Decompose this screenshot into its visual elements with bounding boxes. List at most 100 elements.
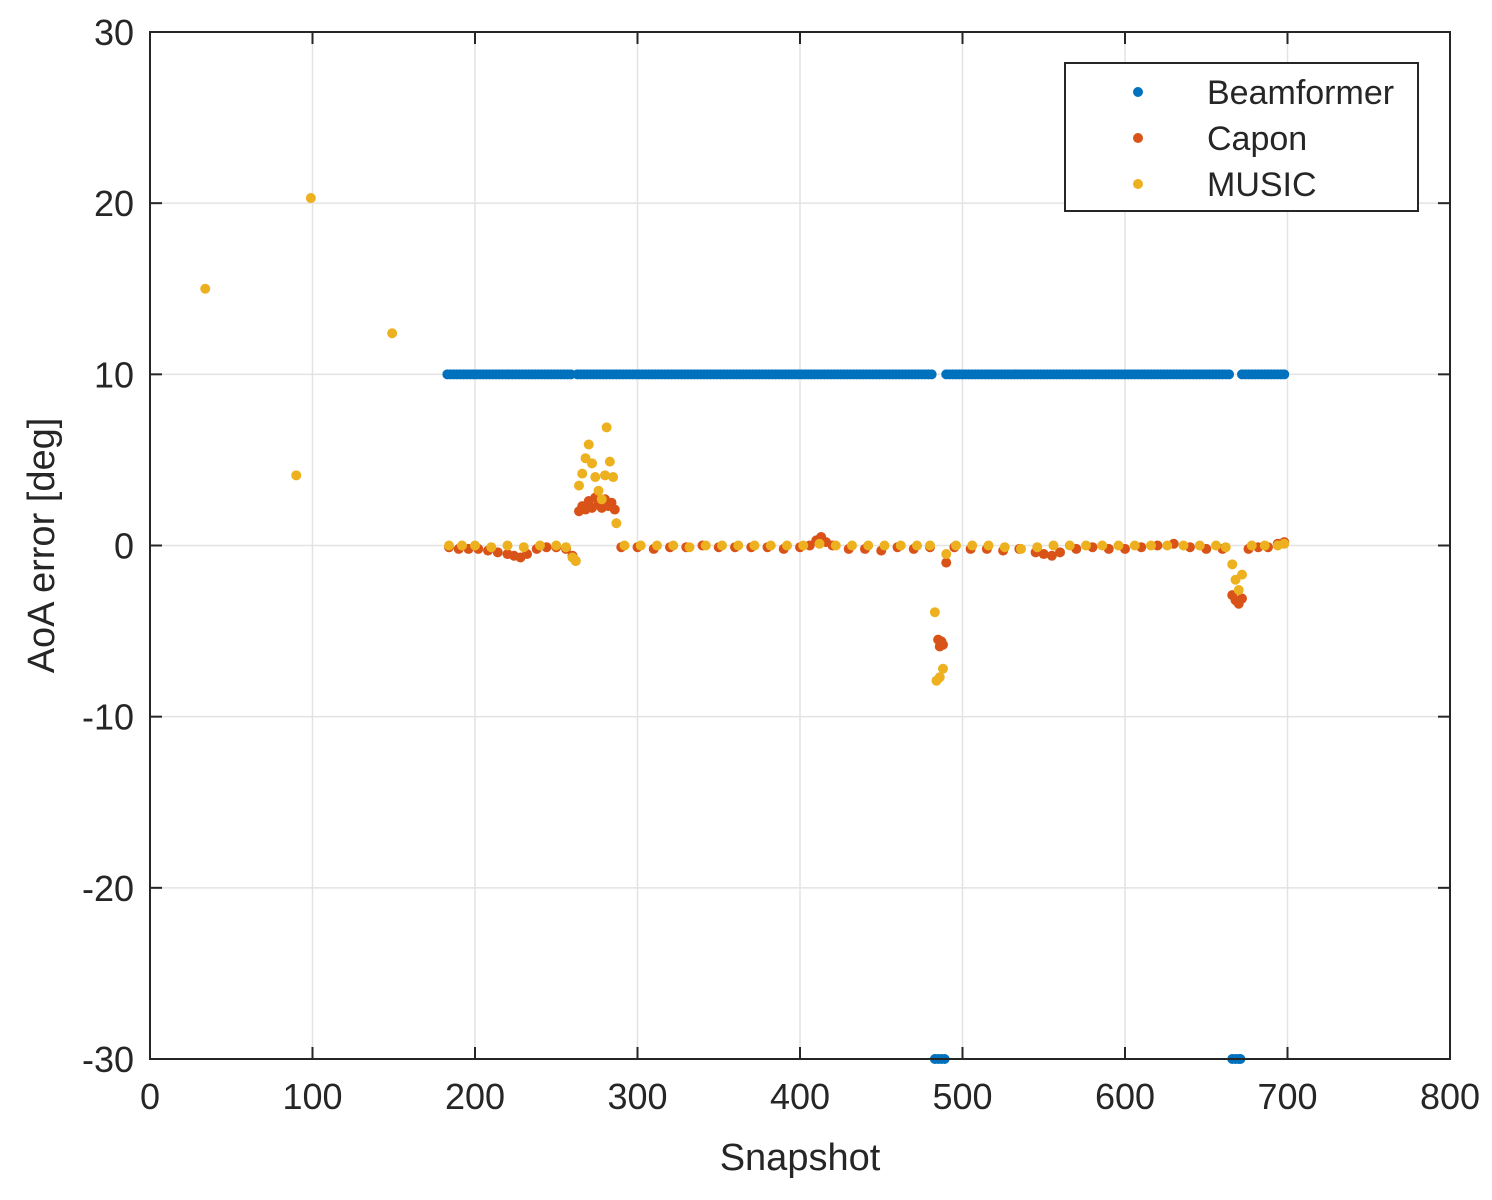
y-tick-label: 20 bbox=[94, 183, 134, 224]
data-point bbox=[1081, 540, 1091, 551]
x-axis-label: Snapshot bbox=[720, 1137, 881, 1179]
x-tick-label: 800 bbox=[1420, 1076, 1480, 1117]
data-point bbox=[1146, 540, 1156, 551]
data-point bbox=[518, 542, 529, 553]
series-music bbox=[200, 193, 1290, 686]
data-point bbox=[593, 485, 604, 496]
data-point bbox=[1237, 593, 1247, 604]
data-point bbox=[684, 542, 695, 553]
x-tick-label: 500 bbox=[932, 1076, 992, 1117]
y-tick-label: 0 bbox=[114, 526, 134, 567]
data-point bbox=[574, 480, 584, 491]
y-axis-label: AoA error [deg] bbox=[21, 418, 63, 674]
legend-label: MUSIC bbox=[1207, 166, 1317, 204]
legend-marker bbox=[1133, 179, 1143, 189]
legend-item-beamformer: Beamformer bbox=[1133, 74, 1394, 112]
data-point bbox=[847, 540, 857, 551]
data-point bbox=[733, 540, 744, 551]
data-point bbox=[551, 540, 562, 551]
data-point bbox=[590, 472, 601, 483]
x-tick-label: 300 bbox=[607, 1076, 667, 1117]
data-point bbox=[983, 540, 994, 551]
data-point bbox=[470, 540, 480, 551]
data-point bbox=[1237, 569, 1247, 580]
data-point bbox=[929, 607, 940, 618]
x-tick-label: 0 bbox=[140, 1076, 160, 1117]
data-point bbox=[1259, 540, 1270, 551]
data-point bbox=[798, 540, 809, 551]
data-point bbox=[291, 470, 302, 481]
data-point bbox=[1194, 540, 1205, 551]
data-point bbox=[1227, 559, 1238, 570]
data-point bbox=[570, 555, 581, 566]
data-point bbox=[765, 540, 776, 551]
data-point bbox=[1233, 585, 1244, 596]
x-tick-label: 700 bbox=[1257, 1076, 1317, 1117]
data-point bbox=[934, 672, 945, 683]
data-point bbox=[938, 639, 948, 650]
data-point bbox=[951, 540, 961, 551]
data-points bbox=[200, 193, 1290, 1064]
data-point bbox=[502, 540, 513, 551]
data-point bbox=[749, 540, 760, 551]
data-point bbox=[200, 283, 211, 294]
x-tick-label: 200 bbox=[445, 1076, 505, 1117]
data-point bbox=[609, 504, 620, 515]
data-point bbox=[1211, 540, 1221, 551]
legend-item-music: MUSIC bbox=[1133, 166, 1317, 204]
y-tick-label: 30 bbox=[94, 12, 134, 53]
legend-box bbox=[1064, 62, 1419, 212]
y-tick-label: -30 bbox=[82, 1039, 134, 1080]
data-point bbox=[486, 542, 497, 553]
legend-label: Beamformer bbox=[1207, 74, 1394, 112]
data-point bbox=[1038, 549, 1049, 560]
y-tick-label: 10 bbox=[94, 354, 134, 395]
data-point bbox=[577, 468, 588, 479]
data-point bbox=[863, 540, 874, 551]
data-point bbox=[938, 663, 948, 674]
data-point bbox=[1064, 540, 1075, 551]
data-point bbox=[583, 439, 594, 450]
x-tick-label: 600 bbox=[1095, 1076, 1155, 1117]
legend-label: Capon bbox=[1207, 120, 1307, 158]
legend-marker bbox=[1133, 133, 1143, 143]
data-point bbox=[999, 542, 1010, 553]
data-point bbox=[1129, 540, 1140, 551]
data-point bbox=[1016, 543, 1026, 554]
data-point bbox=[941, 549, 952, 560]
data-point bbox=[600, 470, 610, 481]
data-point bbox=[1048, 540, 1059, 551]
data-point bbox=[912, 540, 922, 551]
data-point bbox=[611, 518, 622, 529]
data-point bbox=[608, 472, 619, 483]
x-tick-label: 400 bbox=[770, 1076, 830, 1117]
data-point bbox=[926, 369, 937, 380]
data-point bbox=[305, 193, 316, 204]
legend-item-capon: Capon bbox=[1133, 120, 1307, 158]
data-point bbox=[814, 538, 825, 549]
y-tick-label: -20 bbox=[82, 868, 134, 909]
legend: Beamformer Capon MUSIC bbox=[1064, 62, 1419, 212]
legend-marker bbox=[1133, 87, 1143, 97]
data-point bbox=[652, 540, 662, 551]
data-point bbox=[941, 557, 952, 568]
data-point bbox=[535, 540, 545, 551]
data-point bbox=[457, 540, 467, 551]
data-point bbox=[1246, 540, 1257, 551]
data-point bbox=[1224, 369, 1234, 380]
data-point bbox=[830, 540, 841, 551]
data-point bbox=[587, 458, 597, 469]
data-point bbox=[967, 540, 978, 551]
data-point bbox=[879, 540, 890, 551]
data-point bbox=[635, 540, 646, 551]
data-point bbox=[782, 540, 792, 551]
data-point bbox=[601, 422, 612, 433]
data-point bbox=[619, 540, 630, 551]
data-point bbox=[895, 540, 906, 551]
data-point bbox=[1162, 540, 1173, 551]
data-point bbox=[604, 456, 615, 467]
data-point bbox=[596, 494, 607, 505]
data-point bbox=[1279, 538, 1290, 549]
